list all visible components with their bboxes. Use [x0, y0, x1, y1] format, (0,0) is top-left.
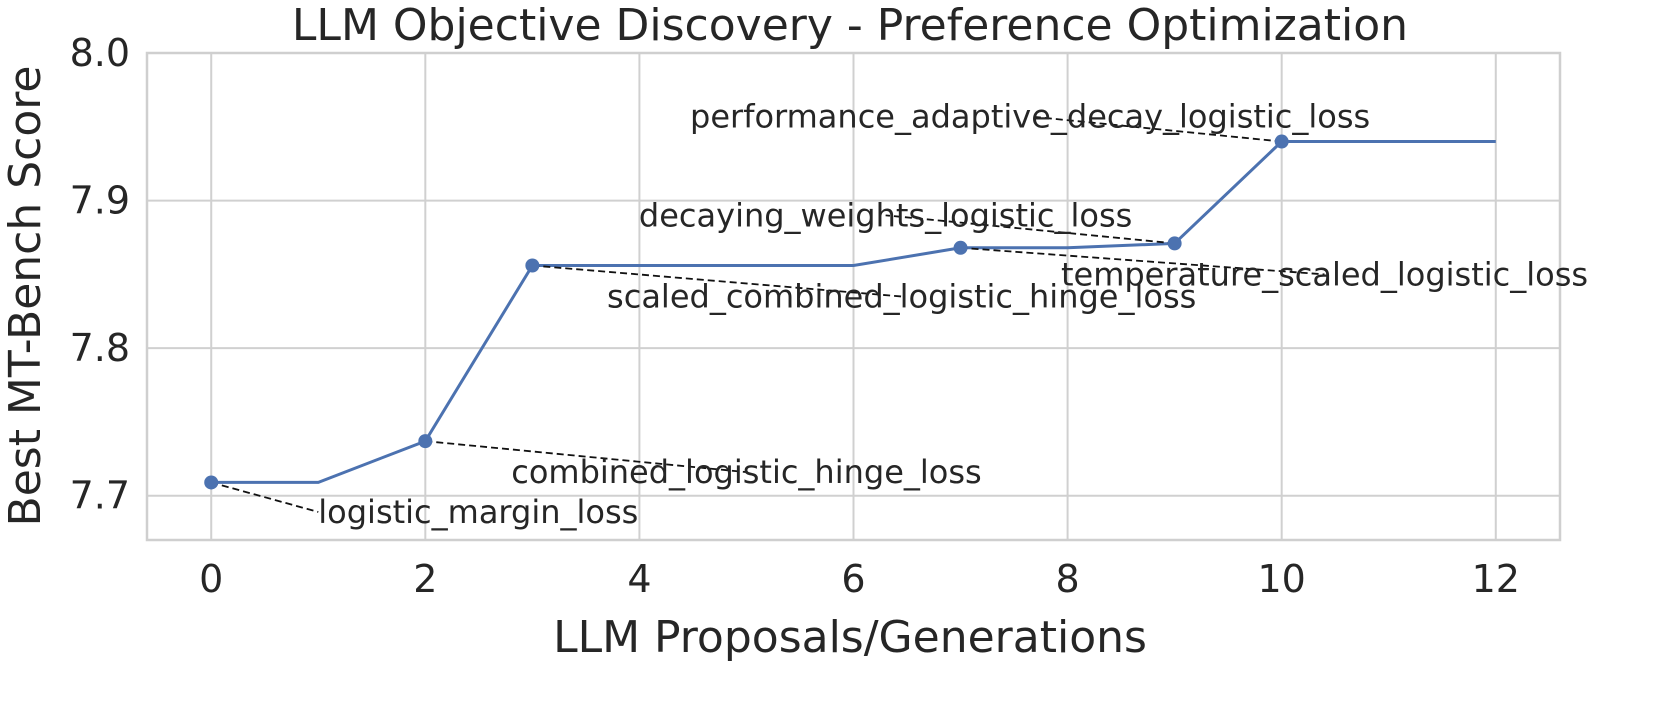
- annotation-leader: [885, 214, 1175, 245]
- annotation-leader: [532, 264, 902, 298]
- x-tick-label: 6: [841, 557, 865, 601]
- y-axis-label: Best MT-Bench Score: [0, 66, 51, 527]
- x-tick-label: 12: [1472, 557, 1520, 601]
- annotation-label: logistic_margin_loss: [318, 493, 638, 531]
- tick-labels: 0 2 4 6 8 10 12 7.7 7.8 7.9 8.0: [70, 31, 1520, 601]
- x-tick-label: 8: [1055, 557, 1079, 601]
- annotations: logistic_margin_losscombined_logistic_hi…: [318, 97, 1588, 531]
- data-point-marker: [204, 475, 219, 490]
- x-axis-label: LLM Proposals/Generations: [553, 612, 1147, 663]
- plot-frame: [145, 51, 1562, 542]
- chart-title: LLM Objective Discovery - Preference Opt…: [292, 0, 1408, 51]
- annotation-leader: [1030, 115, 1282, 143]
- y-tick-label: 8.0: [70, 31, 130, 75]
- data-point-marker: [418, 434, 433, 449]
- x-tick-label: 2: [413, 557, 437, 601]
- data-point-marker: [1167, 236, 1182, 251]
- annotation-label: scaled_combined_logistic_hinge_loss: [607, 278, 1196, 316]
- y-tick-label: 7.9: [70, 179, 130, 223]
- annotation-label: decaying_weights_logistic_loss: [639, 196, 1132, 234]
- data-point-marker: [953, 240, 968, 255]
- annotation-label: combined_logistic_hinge_loss: [511, 453, 981, 491]
- annotation-leader: [960, 246, 1325, 276]
- y-tick-label: 7.8: [70, 326, 130, 370]
- x-tick-label: 4: [627, 557, 651, 601]
- annotation-label: temperature_scaled_logistic_loss: [1061, 255, 1588, 293]
- annotation-leader: [425, 440, 747, 474]
- annotation-leader: [210, 481, 319, 513]
- annotation-leaders: [210, 115, 1325, 513]
- data-point-marker: [1274, 134, 1289, 149]
- annotation-label: performance_adaptive_decay_logistic_loss: [690, 97, 1370, 135]
- y-tick-label: 7.7: [70, 474, 130, 518]
- data-point-marker: [525, 258, 540, 273]
- x-tick-label: 10: [1258, 557, 1306, 601]
- x-tick-label: 0: [199, 557, 223, 601]
- markers: [204, 134, 1289, 490]
